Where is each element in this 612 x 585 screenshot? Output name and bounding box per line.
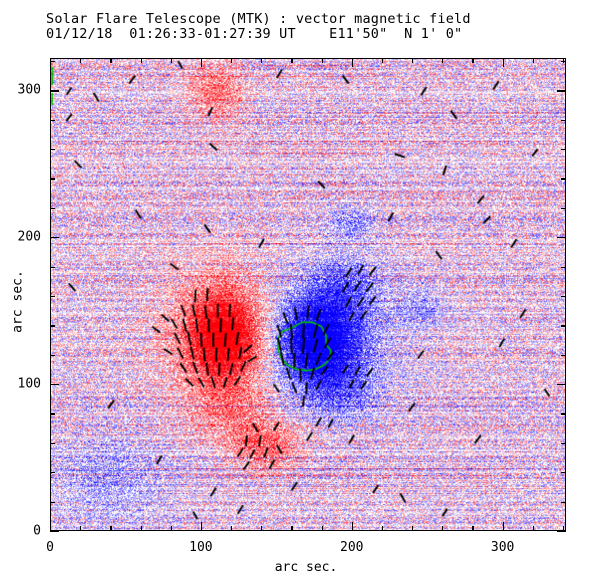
axis-tick [557,531,566,533]
axis-tick [170,58,172,63]
axis-tick [561,149,566,151]
axis-tick [50,413,55,415]
axis-tick [561,354,566,356]
axis-tick [200,58,203,67]
axis-tick [291,58,293,63]
axis-tick [50,90,59,92]
axis-tick [110,526,112,531]
axis-tick [502,522,504,531]
axis-tick [351,522,353,531]
axis-tick [170,526,172,531]
axis-tick [412,58,414,63]
axis-tick [561,295,566,298]
axis-tick [261,526,263,531]
axis-tick [50,237,59,239]
axis-tick [231,58,233,63]
axis-tick [50,119,55,121]
axis-tick [80,526,82,531]
axis-tick [557,237,566,239]
axis-tick [532,526,534,531]
y-tick-label: 100 [17,376,41,392]
axis-tick [200,522,203,531]
axis-tick [561,501,566,503]
y-tick-label: 200 [17,229,41,245]
axis-tick [472,526,474,531]
axis-tick [50,384,59,386]
axis-tick [50,354,55,356]
axis-tick [50,178,55,180]
magnetogram-plot-area [50,58,566,531]
axis-tick [321,58,323,63]
axis-tick [291,526,293,531]
axis-tick [412,526,414,531]
chart-title-block: Solar Flare Telescope (MTK) : vector mag… [46,12,586,42]
axis-tick [561,325,566,327]
axis-tick [472,58,474,63]
axis-tick [50,295,55,298]
axis-tick [50,60,55,63]
axis-tick [442,526,444,531]
axis-tick [110,58,112,63]
x-tick-label: 0 [46,540,54,555]
axis-tick [557,384,566,386]
y-tick-label: 300 [17,82,41,98]
x-tick-label: 200 [340,540,364,555]
axis-tick [561,413,566,415]
axis-tick [50,442,55,445]
axis-tick [50,58,52,67]
axis-tick [502,58,504,67]
axis-tick [561,178,566,180]
x-tick-label: 100 [189,540,213,555]
axis-tick [351,58,353,67]
axis-tick [50,266,55,268]
x-axis-label: arc sec. [274,560,338,575]
axis-tick [261,58,263,63]
magnetogram-canvas [51,59,565,530]
axis-tick [50,207,55,210]
axis-tick [381,526,384,531]
y-tick-label: 0 [33,523,41,539]
axis-tick [80,58,82,63]
title-line-1: Solar Flare Telescope (MTK) : vector mag… [46,11,471,27]
y-axis-label: arc sec. [10,270,26,333]
axis-tick [561,472,566,474]
axis-tick [140,526,142,531]
axis-tick [561,60,566,63]
axis-tick [50,325,55,327]
axis-tick [50,522,52,531]
axis-tick [562,526,565,531]
axis-tick [50,149,55,151]
axis-tick [557,90,566,92]
axis-tick [50,531,59,533]
axis-tick [442,58,444,63]
axis-tick [50,501,55,503]
axis-tick [561,266,566,268]
axis-tick [561,442,566,445]
axis-tick [562,58,565,63]
axis-tick [321,526,323,531]
axis-tick [231,526,233,531]
title-line-2: 01/12/18 01:26:33-01:27:39 UT E11'50" N … [46,26,463,42]
axis-tick [50,472,55,474]
axis-tick [561,119,566,121]
axis-tick [140,58,142,63]
axis-tick [381,58,384,63]
axis-tick [561,207,566,210]
x-tick-label: 300 [490,540,515,555]
axis-tick [532,58,534,63]
